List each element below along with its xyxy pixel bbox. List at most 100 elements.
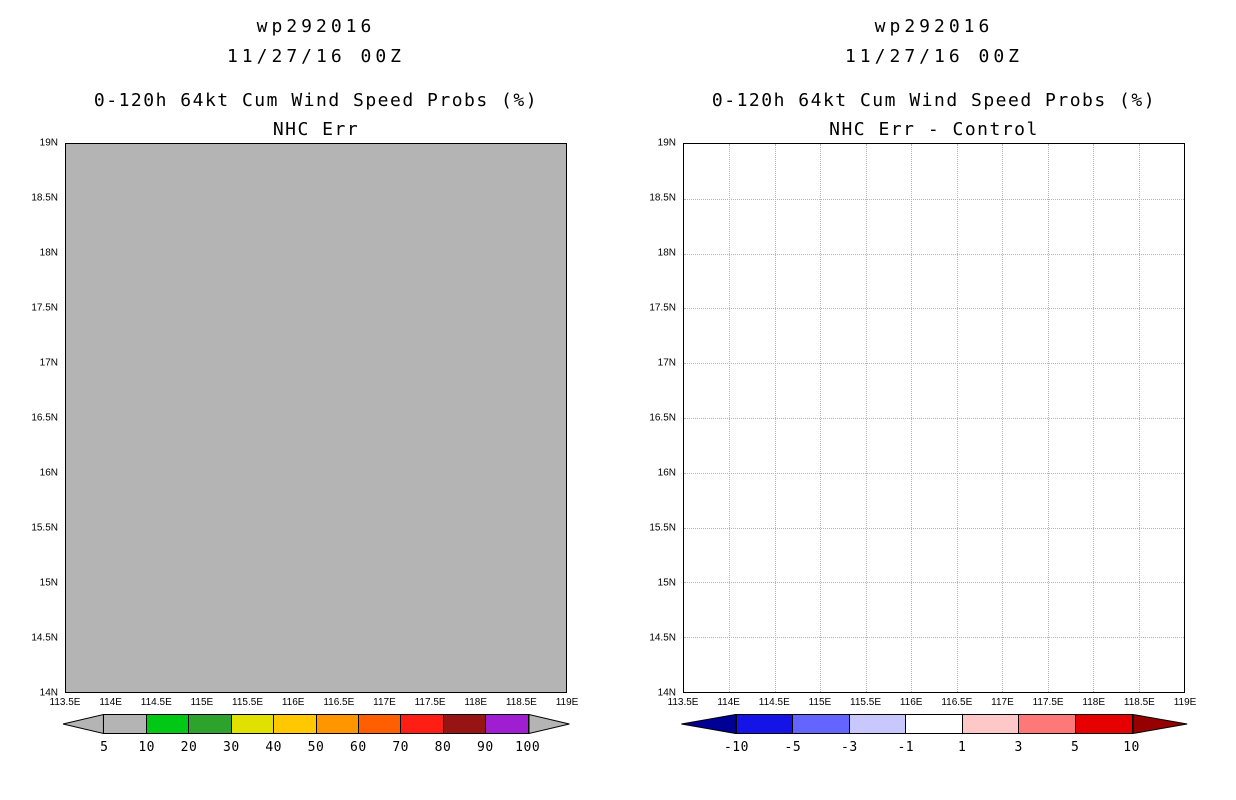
colorbar-cell [905, 714, 963, 734]
x-tick-label: 117.5E [1032, 697, 1064, 708]
y-tick-label: 18.5N [31, 192, 58, 204]
colorbar-cell [792, 714, 850, 734]
plot-subtitle: NHC Err - Control [829, 119, 1039, 140]
colorbar-tick-label: 30 [223, 740, 240, 755]
y-tick-label: 17N [657, 357, 676, 369]
gridline-horizontal [684, 582, 1184, 584]
colorbar-cell [735, 714, 794, 734]
x-tick-label: 119E [555, 697, 579, 708]
y-tick-label: 18N [39, 247, 58, 259]
y-tick-label: 15.5N [31, 522, 58, 534]
x-tick-label: 118.5E [505, 697, 537, 708]
x-tick-label: 115.5E [850, 697, 882, 708]
x-tick-label: 114.5E [140, 697, 172, 708]
colorbar-tick-label: 1 [958, 740, 967, 755]
x-tick-label: 119E [1173, 697, 1197, 708]
x-tick-label: 114.5E [758, 697, 790, 708]
colorbar-cell [230, 714, 275, 734]
colorbar-tick-label: 5 [1070, 740, 1080, 755]
x-tick-label: 117.5E [414, 697, 446, 708]
gridline-horizontal [684, 308, 1184, 310]
init-datetime: 11/27/16 00Z [226, 46, 406, 67]
colorbar-cell [400, 714, 444, 734]
colorbar-tick-label: -3 [841, 740, 858, 755]
colorbar-cell [145, 714, 190, 734]
panel-nhc-err-minus-control: wp292016 11/27/16 00Z 0-120h 64kt Cum Wi… [618, 0, 1236, 800]
gridline-horizontal [684, 363, 1184, 365]
gridline-horizontal [684, 198, 1184, 200]
colorbar-right-arrow-icon [528, 714, 570, 734]
y-tick-label: 16N [657, 467, 676, 479]
y-tick-label: 17.5N [31, 302, 58, 314]
colorbar-cell [961, 714, 1020, 734]
y-tick-label: 17.5N [649, 302, 676, 314]
colorbar-cell [188, 714, 232, 734]
y-axis-labels: 19N 18.5N 18N 17.5N 17N 16.5N 16N 15.5N 15N 14.5N… [0, 138, 61, 699]
colorbar-tick-label: 10 [138, 740, 155, 755]
gridline-horizontal [684, 637, 1184, 639]
colorbar-tick-label: 20 [180, 740, 198, 755]
gridline-horizontal [684, 253, 1184, 255]
y-tick-label: 14N [39, 687, 58, 699]
colorbar-tick-label: 90 [477, 740, 494, 755]
colorbar-right-arrow-icon [1132, 714, 1189, 734]
x-tick-label: 115E [190, 697, 214, 708]
y-tick-label: 18.5N [649, 192, 676, 204]
plot-title: 0-120h 64kt Cum Wind Speed Probs (%) [711, 90, 1157, 111]
colorbar-cell [442, 714, 487, 734]
colorbar-left-arrow-icon [680, 714, 736, 734]
x-tick-label: 115.5E [232, 697, 264, 708]
y-tick-label: 14.5N [31, 632, 58, 644]
x-tick-label: 116.5E [941, 697, 973, 708]
colorbar-tick-label: 5 [100, 740, 109, 755]
x-axis-labels: 113.5E 114E 114.5E 115E 115.5E 116E 116.5E 117E… [668, 697, 1197, 709]
colorbar-tick-label: 3 [1014, 740, 1023, 755]
y-tick-label: 15.5N [649, 522, 676, 534]
x-tick-label: 114E [99, 697, 122, 708]
map-area [683, 143, 1185, 693]
x-tick-label: 118E [464, 697, 488, 708]
y-tick-label: 17N [39, 357, 58, 369]
colorbar-tick-label: -10 [723, 740, 749, 755]
colorbar-cell [485, 714, 529, 734]
y-tick-label: 19N [657, 137, 676, 149]
y-tick-label: 16N [39, 467, 58, 479]
y-tick-label: 16.5N [31, 412, 58, 424]
colorbar-cell [1018, 714, 1076, 734]
gridline-horizontal [684, 418, 1184, 419]
y-tick-label: 16.5N [649, 412, 676, 424]
y-tick-label: 14N [657, 687, 676, 699]
colorbar-cell [315, 714, 359, 734]
y-tick-label: 18N [657, 247, 676, 259]
x-tick-label: 116E [281, 697, 305, 708]
colorbar-cell [273, 714, 317, 734]
colorbar-tick-label: 100 [515, 740, 541, 755]
init-datetime: 11/27/16 00Z [844, 46, 1024, 67]
y-tick-label: 19N [39, 137, 58, 149]
plot-title: 0-120h 64kt Cum Wind Speed Probs (%) [93, 90, 539, 111]
colorbar-tick-label: 40 [265, 740, 282, 755]
panel-nhc-err: wp292016 11/27/16 00Z 0-120h 64kt Cum Wi… [0, 16, 579, 755]
x-tick-label: 113.5E [49, 697, 81, 708]
colorbar-cell [357, 714, 402, 734]
gridline-horizontal [684, 527, 1184, 529]
x-tick-label: 113.5E [667, 697, 699, 708]
y-tick-label: 14.5N [649, 632, 676, 644]
colorbar-cell [103, 714, 147, 734]
x-tick-label: 114E [717, 697, 740, 708]
colorbar-left-arrow-icon [62, 714, 104, 734]
x-tick-label: 118E [1082, 697, 1106, 708]
x-tick-label: 116E [899, 697, 923, 708]
colorbar-tick-label: 60 [350, 740, 367, 755]
storm-id: wp292016 [256, 16, 376, 37]
map-area [65, 143, 567, 693]
colorbar-tick-label: 10 [1123, 740, 1140, 755]
y-tick-label: 15N [39, 577, 58, 589]
colorbar-cell [848, 714, 907, 734]
colorbar-tick-label: -5 [784, 740, 802, 755]
colorbar-cell [1074, 714, 1133, 734]
colorbar-tick-label: 50 [307, 740, 325, 755]
x-tick-label: 118.5E [1123, 697, 1155, 708]
colorbar-tick-label: 70 [392, 740, 409, 755]
